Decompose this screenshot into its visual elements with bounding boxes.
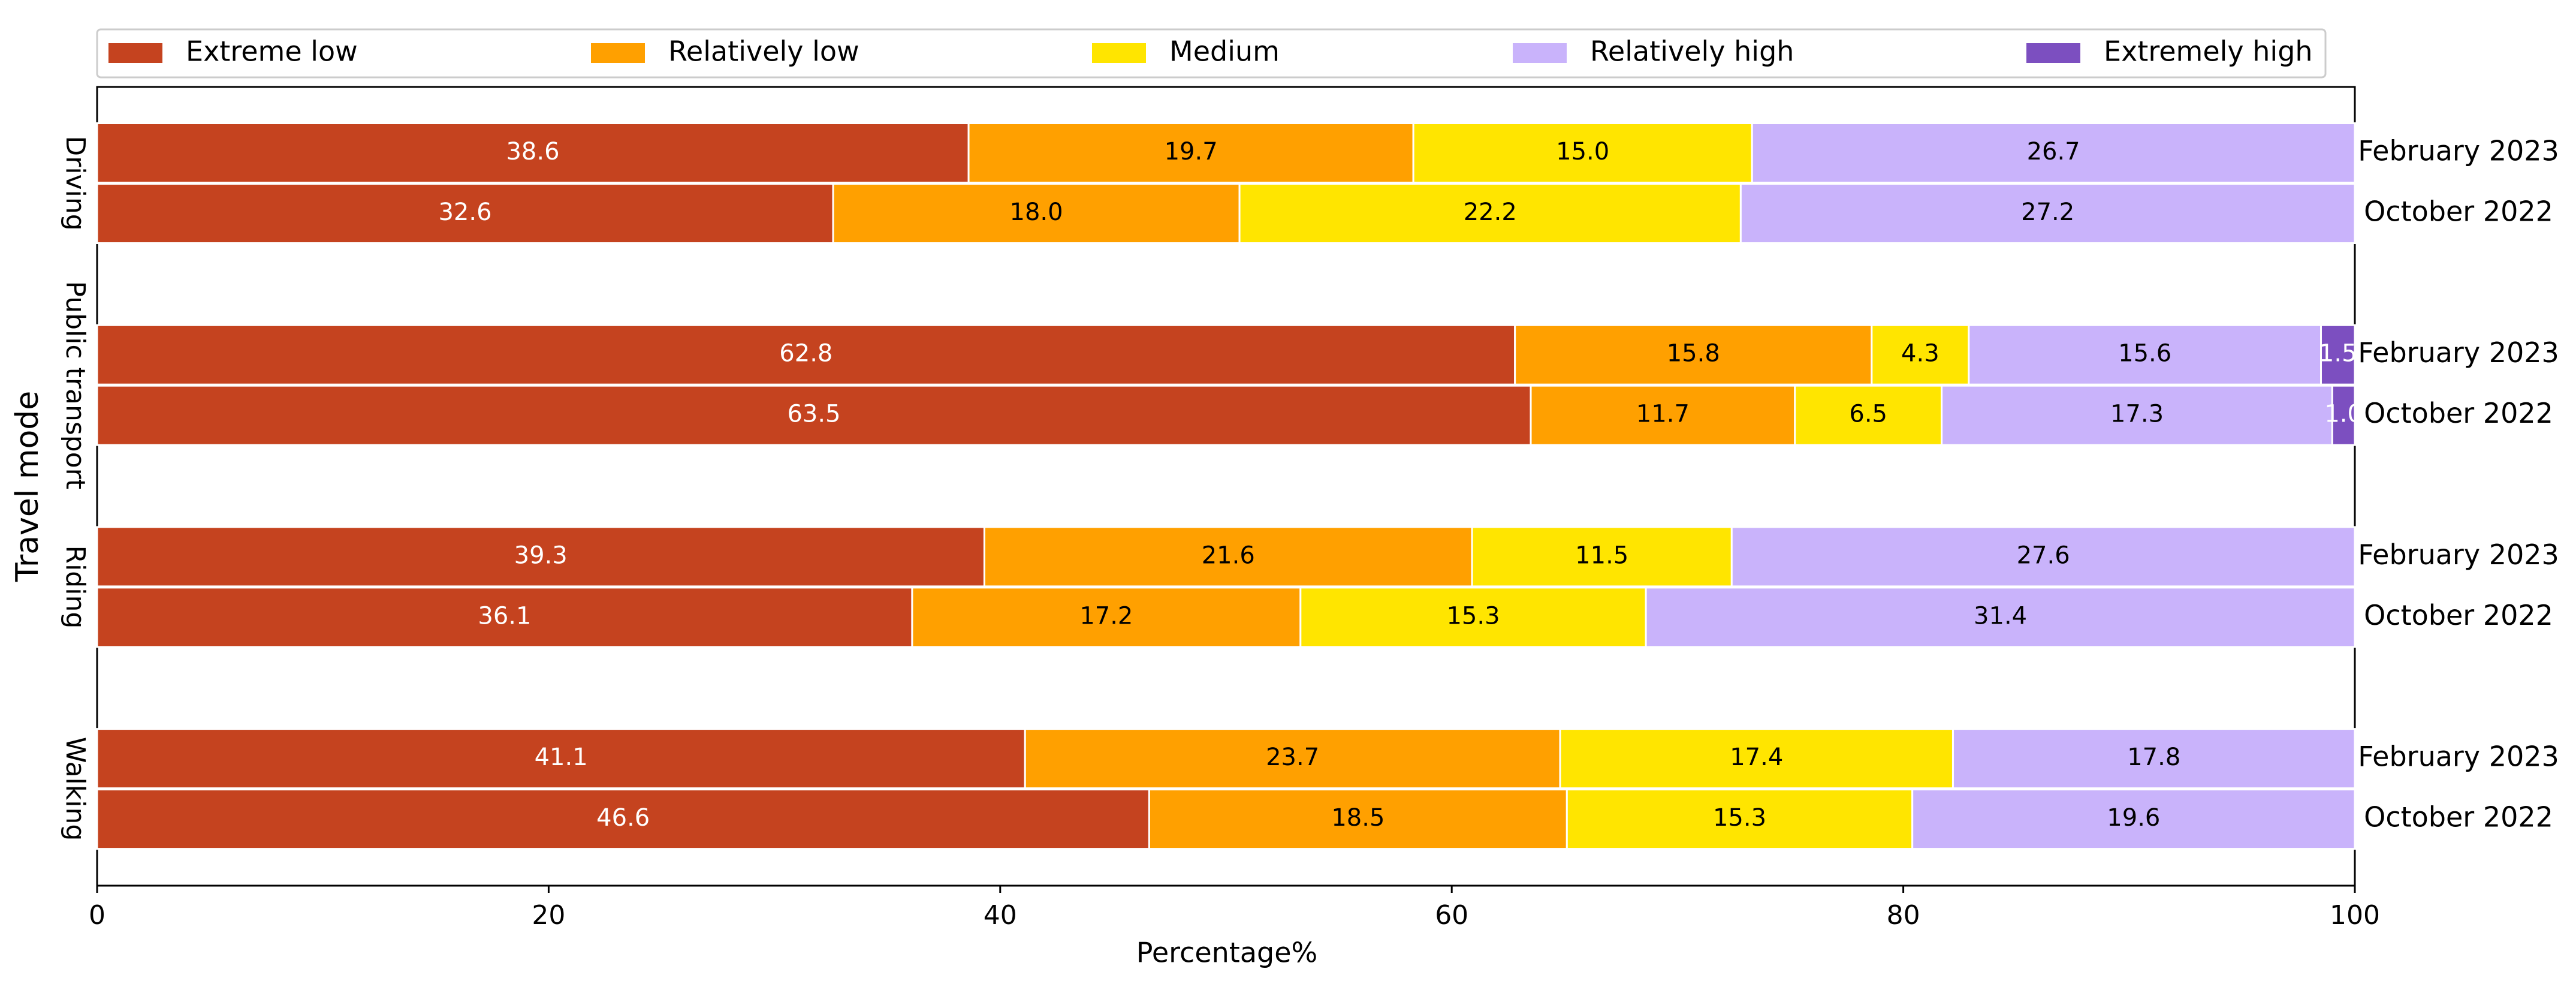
value-label: 36.1 bbox=[478, 602, 531, 630]
value-label: 17.8 bbox=[2127, 744, 2180, 771]
value-label: 11.5 bbox=[1575, 541, 1628, 569]
value-label: 4.3 bbox=[1901, 340, 1939, 368]
x-axis-label: Percentage% bbox=[1136, 937, 1317, 969]
bar-segment bbox=[1148, 789, 1568, 850]
value-label: 15.8 bbox=[1667, 340, 1720, 368]
period-label: February 2023 bbox=[2358, 538, 2559, 571]
group-label: Driving bbox=[60, 136, 91, 230]
bar-segment bbox=[96, 324, 1516, 386]
value-label: 15.3 bbox=[1713, 804, 1766, 832]
value-label: 31.4 bbox=[1974, 602, 2027, 630]
value-label: 22.2 bbox=[1464, 198, 1517, 226]
legend-frame bbox=[96, 28, 2327, 79]
bar-segment bbox=[1951, 728, 2356, 790]
value-label: 39.3 bbox=[514, 541, 568, 569]
x-tick-label: 0 bbox=[89, 900, 105, 931]
bar-segment bbox=[1559, 728, 1954, 790]
period-label: February 2023 bbox=[2358, 135, 2559, 167]
legend-swatch bbox=[591, 43, 645, 63]
bar-segment bbox=[983, 526, 1473, 588]
value-label: 27.2 bbox=[2021, 198, 2074, 226]
value-label: 1.5 bbox=[2319, 340, 2357, 368]
period-label: October 2022 bbox=[2364, 195, 2553, 228]
x-tick-label: 80 bbox=[1887, 900, 1920, 931]
bar-segment bbox=[2319, 324, 2356, 386]
bar-segment bbox=[96, 183, 834, 244]
bar-segment bbox=[1514, 324, 1873, 386]
value-label: 18.5 bbox=[1331, 804, 1384, 832]
bar-segment bbox=[1911, 789, 2356, 850]
legend-label: Relatively low bbox=[668, 35, 859, 68]
legend-label: Medium bbox=[1169, 35, 1280, 68]
value-label: 26.7 bbox=[2027, 138, 2080, 165]
x-tick-label: 60 bbox=[1435, 900, 1468, 931]
x-tick-label: 20 bbox=[532, 900, 565, 931]
value-label: 62.8 bbox=[779, 340, 832, 368]
bar-segment bbox=[1645, 586, 2356, 648]
value-label: 27.6 bbox=[2017, 541, 2070, 569]
period-label: October 2022 bbox=[2364, 397, 2553, 429]
bar-segment bbox=[2331, 384, 2356, 446]
y-axis-label: Travel mode bbox=[10, 391, 46, 583]
legend-swatch bbox=[1513, 43, 1567, 63]
bar-segment bbox=[1730, 526, 2356, 588]
value-label: 15.6 bbox=[2118, 340, 2171, 368]
value-label: 15.3 bbox=[1446, 602, 1500, 630]
value-label: 38.6 bbox=[506, 138, 559, 165]
value-label: 17.3 bbox=[2110, 401, 2164, 428]
bar-segment bbox=[1794, 384, 1943, 446]
value-label: 15.0 bbox=[1556, 138, 1609, 165]
value-label: 11.7 bbox=[1636, 401, 1690, 428]
group-label: Walking bbox=[60, 737, 91, 841]
bar-segment bbox=[96, 789, 1150, 850]
bar-segment bbox=[1024, 728, 1561, 790]
bar-segment bbox=[1968, 324, 2322, 386]
legend-label: Relatively high bbox=[1590, 35, 1794, 68]
value-label: 32.6 bbox=[438, 198, 491, 226]
period-label: February 2023 bbox=[2358, 741, 2559, 773]
value-label: 17.2 bbox=[1079, 602, 1133, 630]
bar-segment bbox=[1941, 384, 2333, 446]
bar-segment bbox=[1299, 586, 1647, 648]
value-label: 46.6 bbox=[596, 804, 650, 832]
value-label: 19.7 bbox=[1165, 138, 1218, 165]
value-label: 23.7 bbox=[1266, 744, 1319, 771]
value-label: 6.5 bbox=[1849, 401, 1887, 428]
value-label: 21.6 bbox=[1202, 541, 1255, 569]
x-tick-label: 100 bbox=[2330, 900, 2380, 931]
bar-segment bbox=[832, 183, 1241, 244]
value-label: 19.6 bbox=[2107, 804, 2160, 832]
value-label: 1.0 bbox=[2324, 401, 2363, 428]
legend-swatch bbox=[1092, 43, 1146, 63]
legend-swatch bbox=[2026, 43, 2080, 63]
bar-segment bbox=[1739, 183, 2356, 244]
bar-segment bbox=[1238, 183, 1742, 244]
legend-label: Extreme low bbox=[186, 35, 358, 68]
legend-label: Extremely high bbox=[2104, 35, 2313, 68]
bar-segment bbox=[96, 586, 913, 648]
value-label: 41.1 bbox=[535, 744, 588, 771]
value-label: 63.5 bbox=[787, 401, 840, 428]
period-label: October 2022 bbox=[2364, 599, 2553, 631]
bar-segment bbox=[1412, 122, 1753, 183]
legend-swatch bbox=[108, 43, 162, 63]
value-label: 17.4 bbox=[1730, 744, 1783, 771]
bar-segment bbox=[96, 728, 1026, 790]
bar-segment bbox=[1871, 324, 1970, 386]
group-label: Riding bbox=[60, 546, 91, 629]
group-label: Public transport bbox=[60, 281, 91, 489]
period-label: February 2023 bbox=[2358, 336, 2559, 369]
plot-frame bbox=[96, 86, 2356, 887]
value-label: 18.0 bbox=[1010, 198, 1063, 226]
x-tick-label: 40 bbox=[984, 900, 1017, 931]
period-label: October 2022 bbox=[2364, 801, 2553, 833]
bar-segment bbox=[1751, 122, 2356, 183]
